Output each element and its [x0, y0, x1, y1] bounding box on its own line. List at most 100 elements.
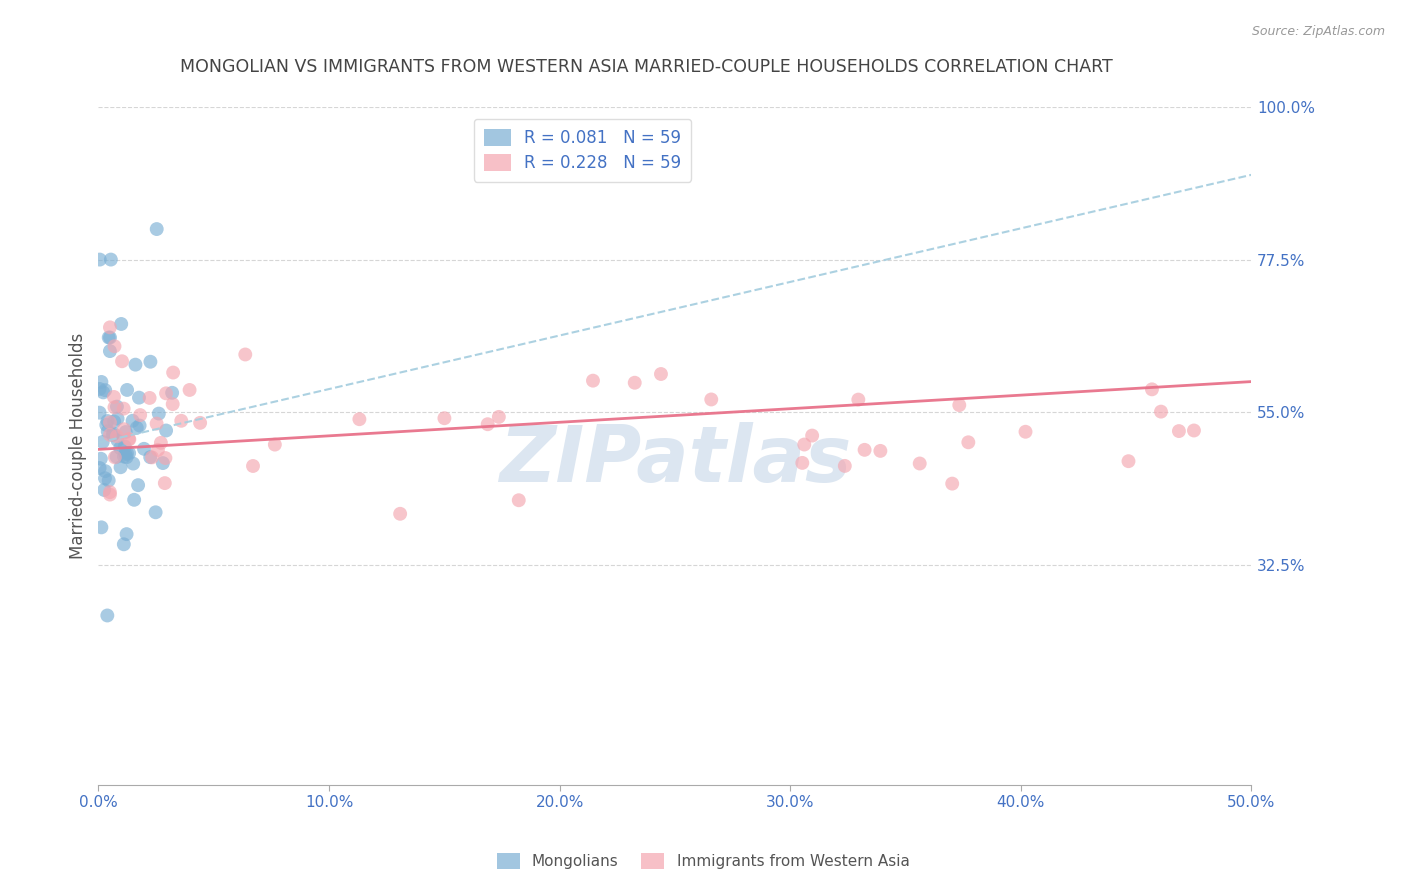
Point — [94, 383, 117, 397]
Point — [139, 450, 162, 465]
Point — [98, 485, 121, 500]
Point — [129, 408, 152, 422]
Point — [433, 411, 456, 425]
Point — [139, 355, 162, 369]
Point — [115, 527, 138, 541]
Point — [112, 450, 135, 464]
Point — [94, 464, 117, 478]
Point — [97, 474, 120, 488]
Point — [127, 478, 149, 492]
Point — [1150, 404, 1173, 418]
Point — [96, 414, 118, 428]
Point — [650, 367, 672, 381]
Point — [153, 476, 176, 491]
Point — [160, 385, 183, 400]
Point — [155, 450, 177, 465]
Point — [941, 476, 963, 491]
Point — [1118, 454, 1140, 468]
Y-axis label: Married-couple Households: Married-couple Households — [69, 333, 87, 559]
Point — [834, 458, 856, 473]
Point — [138, 391, 160, 405]
Point — [508, 493, 530, 508]
Point — [98, 344, 121, 359]
Point — [128, 418, 150, 433]
Point — [233, 347, 256, 361]
Point — [700, 392, 723, 407]
Point — [853, 442, 876, 457]
Point — [179, 383, 201, 397]
Point — [104, 450, 127, 465]
Point — [152, 456, 174, 470]
Point — [145, 417, 167, 431]
Point — [869, 443, 891, 458]
Point — [103, 339, 125, 353]
Point — [96, 608, 118, 623]
Point — [263, 437, 285, 451]
Point — [115, 383, 138, 397]
Point — [96, 417, 118, 432]
Point — [94, 471, 117, 485]
Point — [97, 425, 120, 439]
Legend: Mongolians, Immigrants from Western Asia: Mongolians, Immigrants from Western Asia — [491, 847, 915, 875]
Point — [155, 424, 177, 438]
Point — [103, 390, 125, 404]
Point — [105, 400, 128, 414]
Point — [91, 385, 114, 400]
Point — [103, 426, 125, 441]
Point — [1014, 425, 1036, 439]
Point — [1140, 382, 1163, 396]
Point — [141, 450, 163, 465]
Point — [114, 425, 136, 439]
Point — [170, 414, 193, 428]
Point — [389, 507, 412, 521]
Point — [145, 222, 167, 236]
Point — [118, 433, 141, 447]
Point — [793, 437, 815, 451]
Point — [90, 375, 112, 389]
Point — [349, 412, 371, 426]
Point — [105, 450, 128, 464]
Point — [148, 407, 170, 421]
Point — [132, 442, 155, 456]
Point — [93, 483, 115, 497]
Point — [122, 457, 145, 471]
Point — [121, 414, 143, 428]
Point — [118, 446, 141, 460]
Point — [108, 441, 131, 455]
Point — [112, 422, 135, 436]
Point — [908, 457, 931, 471]
Point — [115, 450, 138, 465]
Point — [90, 520, 112, 534]
Point — [149, 435, 172, 450]
Point — [145, 505, 167, 519]
Point — [110, 317, 132, 331]
Point — [801, 428, 824, 442]
Point — [155, 386, 177, 401]
Point — [89, 252, 111, 267]
Point — [948, 398, 970, 412]
Point — [846, 392, 869, 407]
Point — [488, 409, 510, 424]
Point — [103, 415, 125, 429]
Point — [112, 537, 135, 551]
Point — [124, 358, 146, 372]
Point — [118, 432, 141, 446]
Point — [792, 456, 814, 470]
Point — [107, 433, 129, 447]
Point — [90, 451, 112, 466]
Legend: R = 0.081   N = 59, R = 0.228   N = 59: R = 0.081 N = 59, R = 0.228 N = 59 — [474, 119, 692, 182]
Point — [89, 461, 111, 475]
Point — [98, 330, 121, 344]
Point — [957, 435, 980, 450]
Point — [146, 442, 169, 457]
Point — [188, 416, 211, 430]
Point — [111, 354, 134, 368]
Point — [122, 492, 145, 507]
Point — [105, 429, 128, 443]
Point — [115, 446, 138, 460]
Point — [107, 411, 129, 425]
Point — [114, 440, 136, 454]
Point — [110, 460, 132, 475]
Point — [242, 458, 264, 473]
Point — [101, 427, 124, 442]
